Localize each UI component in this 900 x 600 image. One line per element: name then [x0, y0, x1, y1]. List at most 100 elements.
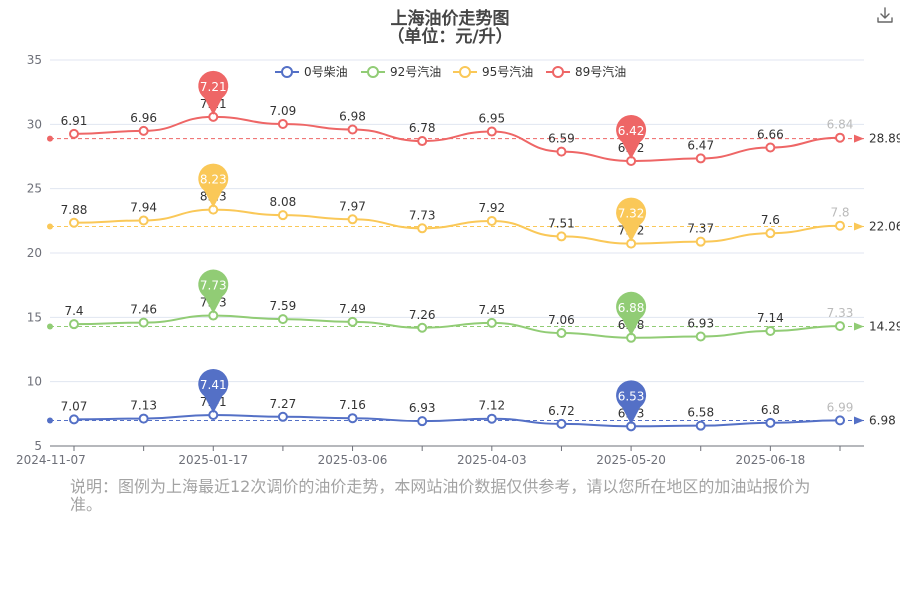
footnote: 说明：图例为上海最近12次调价的油价走势，本网站油价数据仅供参考，请以您所在地区… — [70, 477, 811, 514]
data-point[interactable] — [138, 413, 149, 424]
data-point[interactable] — [69, 319, 79, 330]
data-point[interactable] — [556, 418, 567, 429]
data-label: 6.91 — [61, 114, 88, 128]
data-point[interactable] — [138, 125, 149, 136]
data-point[interactable] — [277, 314, 288, 325]
data-label: 6.66 — [757, 127, 784, 141]
chart-title: 上海油价走势图 — [390, 9, 510, 29]
legend-marker[interactable] — [367, 66, 379, 78]
data-point[interactable] — [138, 317, 149, 328]
mark-point-label: 7.73 — [200, 279, 227, 293]
legend-label: 89号汽油 — [575, 64, 626, 79]
data-point[interactable] — [556, 146, 567, 157]
x-tick-label: 2025-06-18 — [735, 453, 805, 467]
mark-point-pin — [198, 368, 229, 413]
average-line-arrow — [854, 222, 864, 231]
legend-label: 92号汽油 — [390, 64, 441, 79]
data-label: 7.49 — [339, 302, 366, 316]
legend-marker[interactable] — [552, 66, 564, 78]
legend-label: 95号汽油 — [482, 64, 533, 79]
data-point[interactable] — [277, 118, 288, 129]
average-line-label: 6.98 — [869, 414, 896, 428]
data-label: 7.09 — [270, 104, 297, 118]
y-tick-label: 30 — [27, 117, 42, 131]
data-label: 7.4 — [64, 304, 83, 318]
data-point[interactable] — [69, 414, 79, 425]
data-point[interactable] — [835, 132, 845, 143]
data-label: 7.37 — [687, 222, 714, 236]
data-label: 7.73 — [409, 208, 436, 222]
data-point[interactable] — [695, 420, 706, 431]
data-label: 7.16 — [339, 398, 366, 412]
data-point[interactable] — [417, 223, 428, 234]
mark-point-pin — [616, 380, 647, 425]
data-point[interactable] — [835, 321, 845, 332]
data-point[interactable] — [695, 153, 706, 164]
y-tick-label: 35 — [27, 53, 42, 67]
series-line — [73, 413, 841, 428]
data-point[interactable] — [347, 413, 358, 424]
data-label: 6.58 — [687, 406, 714, 420]
data-point[interactable] — [765, 417, 776, 428]
data-label: 7.92 — [478, 201, 505, 215]
data-label: 7.97 — [339, 199, 366, 213]
average-line-label: 28.89 — [869, 132, 900, 146]
mark-point-label: 8.23 — [200, 173, 227, 187]
mark-point-pin — [198, 163, 229, 208]
data-point[interactable] — [277, 210, 288, 221]
mark-point-pin — [616, 291, 647, 336]
data-label: 6.96 — [130, 111, 157, 125]
average-line-start — [47, 223, 53, 230]
x-tick-label: 2025-03-06 — [318, 453, 388, 467]
data-label: 7.13 — [130, 399, 157, 413]
data-point[interactable] — [417, 136, 428, 147]
mark-point-pin — [198, 70, 229, 115]
data-point[interactable] — [486, 126, 497, 137]
legend-marker[interactable] — [281, 66, 293, 78]
data-point[interactable] — [835, 220, 845, 231]
data-point[interactable] — [556, 328, 567, 339]
mark-point-label: 6.53 — [618, 389, 645, 403]
legend-marker[interactable] — [459, 66, 471, 78]
y-tick-label: 10 — [27, 375, 42, 389]
data-point[interactable] — [69, 128, 79, 139]
data-point[interactable] — [138, 215, 149, 226]
data-point[interactable] — [69, 217, 79, 228]
data-label: 7.26 — [409, 308, 436, 322]
legend-label: 0号柴油 — [304, 65, 348, 79]
mark-point-pin — [616, 197, 647, 242]
data-label: 6.98 — [339, 109, 366, 123]
average-line-start — [47, 135, 53, 142]
data-point[interactable] — [347, 214, 358, 225]
download-icon[interactable] — [876, 6, 894, 24]
data-point[interactable] — [835, 415, 845, 426]
data-point[interactable] — [347, 124, 358, 135]
data-label: 6.47 — [687, 138, 714, 152]
data-point[interactable] — [765, 142, 776, 153]
data-label: 6.93 — [409, 401, 436, 415]
data-label: 6.72 — [548, 404, 575, 418]
data-point[interactable] — [277, 411, 288, 422]
data-point[interactable] — [486, 317, 497, 328]
data-label: 7.07 — [61, 399, 88, 413]
data-label: 7.51 — [548, 216, 575, 230]
data-point[interactable] — [556, 231, 567, 242]
data-label: 7.14 — [757, 311, 784, 325]
data-point[interactable] — [695, 331, 706, 342]
chart-subtitle: （单位：元/升） — [387, 27, 513, 47]
average-line-arrow — [854, 416, 864, 425]
data-point[interactable] — [765, 325, 776, 336]
data-label: 7.06 — [548, 313, 575, 327]
data-point[interactable] — [486, 215, 497, 226]
mark-point-label: 7.32 — [618, 207, 645, 221]
data-point[interactable] — [417, 416, 428, 427]
data-point[interactable] — [695, 236, 706, 247]
x-tick-label: 2025-01-17 — [178, 453, 248, 467]
mark-point-pin — [616, 115, 647, 160]
data-point[interactable] — [417, 322, 428, 333]
data-point[interactable] — [486, 413, 497, 424]
data-point[interactable] — [347, 316, 358, 327]
y-tick-label: 20 — [27, 246, 42, 260]
series-line — [73, 208, 841, 245]
data-point[interactable] — [765, 228, 776, 239]
